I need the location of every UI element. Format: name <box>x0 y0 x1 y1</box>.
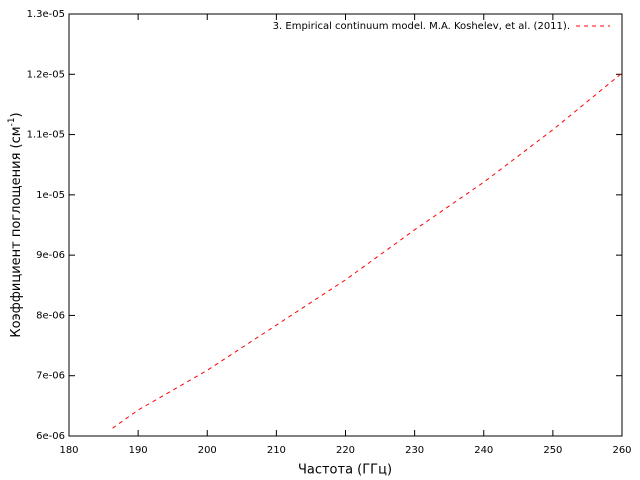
y-tick-label: 8e-06 <box>36 310 65 321</box>
x-tick-label: 260 <box>612 445 631 456</box>
legend-label: 3. Empirical continuum model. M.A. Koshe… <box>273 21 570 32</box>
x-tick-label: 210 <box>267 445 286 456</box>
y-tick-label: 6e-06 <box>36 431 65 442</box>
plot-frame <box>68 13 623 437</box>
x-tick-label: 250 <box>543 445 562 456</box>
y-label-superscript: -1 <box>7 117 17 126</box>
x-tick-label: 240 <box>474 445 493 456</box>
y-label-suffix: ) <box>9 112 24 117</box>
x-tick-label: 190 <box>129 445 148 456</box>
x-tick-label: 220 <box>336 445 355 456</box>
y-label-text: Коэффициент поглощения (см <box>9 126 24 337</box>
x-tick-label: 180 <box>59 445 78 456</box>
y-tick-label: 9e-06 <box>36 250 65 261</box>
x-tick-label: 230 <box>405 445 424 456</box>
y-axis-label: Коэффициент поглощения (см-1) <box>7 112 24 337</box>
x-axis-label: Частота (ГГц) <box>298 463 392 478</box>
y-tick-label: 7e-06 <box>36 371 65 382</box>
y-tick-label: 1.2e-05 <box>27 69 65 80</box>
series-line <box>112 72 623 429</box>
x-tick-label: 200 <box>198 445 217 456</box>
y-tick-label: 1.1e-05 <box>27 130 65 141</box>
y-tick-label: 1e-05 <box>36 190 65 201</box>
y-tick-label: 1.3e-05 <box>27 9 65 20</box>
